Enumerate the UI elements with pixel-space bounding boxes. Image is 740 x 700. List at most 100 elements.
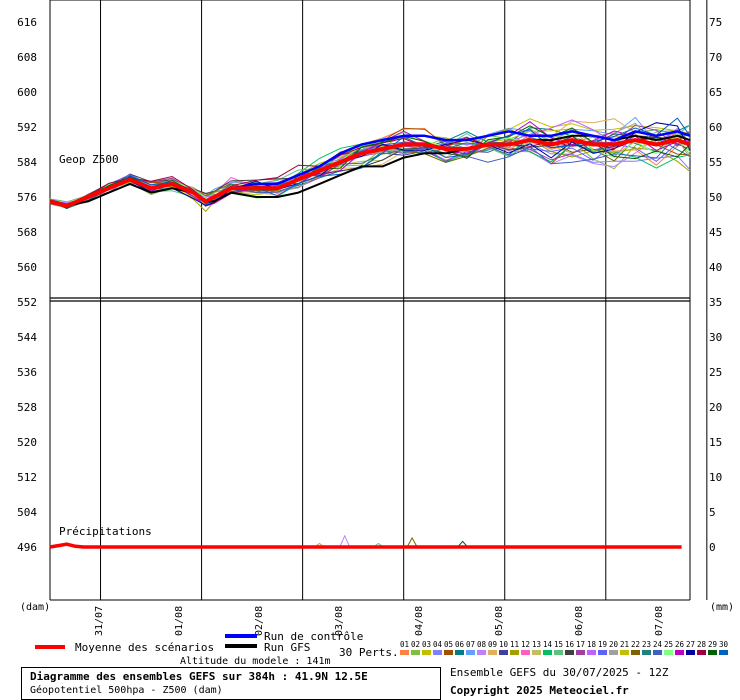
upper-right-tick-label: 70 xyxy=(709,51,722,64)
member-color-swatch xyxy=(664,650,673,655)
lower-left-tick-label: 528 xyxy=(17,401,37,414)
member-number-label: 20 xyxy=(609,640,619,649)
precip-mean-line xyxy=(49,542,682,549)
member-color-swatch xyxy=(510,650,519,655)
upper-left-tick-label: 576 xyxy=(17,191,37,204)
lower-left-tick-label: 536 xyxy=(17,366,37,379)
member-number-label: 12 xyxy=(521,640,530,649)
ensemble-mean-line xyxy=(49,138,691,208)
title-box: Diagramme des ensembles GEFS sur 384h : … xyxy=(21,667,441,700)
member-number-label: 09 xyxy=(488,640,497,649)
member-number-label: 28 xyxy=(697,640,707,649)
member-color-swatch xyxy=(433,650,442,655)
upper-right-tick-label: 40 xyxy=(709,261,722,274)
member-number-label: 07 xyxy=(466,640,475,649)
x-tick-label: 07/08 xyxy=(654,606,665,636)
upper-right-tick-label: 65 xyxy=(709,86,722,99)
lower-left-tick-label: 544 xyxy=(17,331,37,344)
lower-left-axis: 544 536 528 520 512 504 496 xyxy=(17,331,37,554)
legend-gfs-label: Run GFS xyxy=(264,641,310,654)
member-number-label: 05 xyxy=(444,640,453,649)
member-color-swatch xyxy=(477,650,486,655)
member-color-swatch xyxy=(554,650,563,655)
member-number-label: 11 xyxy=(510,640,519,649)
chart-title: Diagramme des ensembles GEFS sur 384h : … xyxy=(30,670,368,683)
members-count-label: 30 Perts. xyxy=(339,646,399,659)
precip-member-spike xyxy=(457,540,469,548)
x-tick-label: 04/08 xyxy=(414,606,425,636)
upper-right-tick-label: 50 xyxy=(709,191,722,204)
lower-panel-label: Précipitations xyxy=(59,525,152,538)
member-number-label: 17 xyxy=(576,640,585,649)
lower-right-tick-label: 5 xyxy=(709,506,716,519)
chart-subtitle: Géopotentiel 500hpa - Z500 (dam) xyxy=(30,685,223,696)
member-color-swatch xyxy=(444,650,453,655)
grid-lines xyxy=(100,0,708,600)
member-color-swatch xyxy=(708,650,717,655)
precip-member-spike xyxy=(406,536,418,548)
member-number-label: 15 xyxy=(554,640,563,649)
x-tick-label: 31/07 xyxy=(94,606,105,636)
copyright: Copyright 2025 Meteociel.fr xyxy=(450,684,629,697)
lower-right-tick-label: 10 xyxy=(709,471,722,484)
member-color-swatch xyxy=(488,650,497,655)
member-color-swatch xyxy=(686,650,695,655)
member-color-swatch xyxy=(411,650,420,655)
lower-right-tick-label: 20 xyxy=(709,401,722,414)
member-color-swatch xyxy=(675,650,684,655)
upper-left-tick-label: 552 xyxy=(17,296,37,309)
precipitation-series xyxy=(49,534,682,549)
member-color-swatch xyxy=(543,650,552,655)
upper-left-tick-label: 600 xyxy=(17,86,37,99)
member-number-label: 27 xyxy=(686,640,695,649)
member-number-label: 22 xyxy=(631,640,640,649)
lower-right-tick-label: 15 xyxy=(709,436,722,449)
member-number-label: 01 xyxy=(400,640,409,649)
upper-right-tick-label: 75 xyxy=(709,16,722,29)
member-number-label: 10 xyxy=(499,640,509,649)
member-color-swatch xyxy=(565,650,574,655)
member-color-legend: 01 02 03 04 05 06 07 08 09 10 11 12 13 14 15 16 17 18 19 20… xyxy=(400,640,729,655)
member-number-label: 25 xyxy=(664,640,673,649)
upper-right-axis: 75 70 65 60 55 50 45 40 35 xyxy=(709,16,722,309)
member-color-swatch xyxy=(719,650,728,655)
member-color-swatch xyxy=(532,650,541,655)
lower-left-tick-label: 512 xyxy=(17,471,37,484)
member-number-label: 13 xyxy=(532,640,541,649)
unit-right: (mm) xyxy=(710,602,734,613)
lower-right-tick-label: 25 xyxy=(709,366,722,379)
member-color-swatch xyxy=(598,650,607,655)
legend-mean-label: Moyenne des scénarios xyxy=(75,641,214,654)
upper-right-tick-label: 55 xyxy=(709,156,722,169)
member-color-swatch xyxy=(576,650,585,655)
member-color-swatch xyxy=(400,650,409,655)
member-color-swatch xyxy=(609,650,618,655)
lower-right-axis: 30 25 20 15 10 5 0 xyxy=(709,331,722,554)
lower-left-tick-label: 496 xyxy=(17,541,37,554)
lower-left-tick-label: 520 xyxy=(17,436,37,449)
x-tick-label: 06/08 xyxy=(574,606,585,636)
main-series xyxy=(49,130,691,208)
member-color-swatch xyxy=(466,650,475,655)
member-color-swatch xyxy=(587,650,596,655)
ensemble-run-label: Ensemble GEFS du 30/07/2025 - 12Z xyxy=(450,666,669,679)
upper-left-tick-label: 560 xyxy=(17,261,37,274)
ensemble-member-line xyxy=(49,118,691,208)
member-number-label: 18 xyxy=(587,640,597,649)
member-number-label: 02 xyxy=(411,640,420,649)
member-number-label: 19 xyxy=(598,640,607,649)
member-number-label: 29 xyxy=(708,640,717,649)
lower-right-tick-label: 0 xyxy=(709,541,716,554)
member-number-label: 23 xyxy=(642,640,651,649)
member-color-swatch xyxy=(697,650,706,655)
member-color-swatch xyxy=(455,650,464,655)
member-number-label: 24 xyxy=(653,640,663,649)
gfs-run-line xyxy=(49,134,691,207)
upper-right-tick-label: 45 xyxy=(709,226,722,239)
upper-left-tick-label: 568 xyxy=(17,226,37,239)
upper-right-tick-label: 60 xyxy=(709,121,722,134)
member-number-label: 21 xyxy=(620,640,629,649)
member-color-swatch xyxy=(631,650,640,655)
lower-left-tick-label: 504 xyxy=(17,506,37,519)
